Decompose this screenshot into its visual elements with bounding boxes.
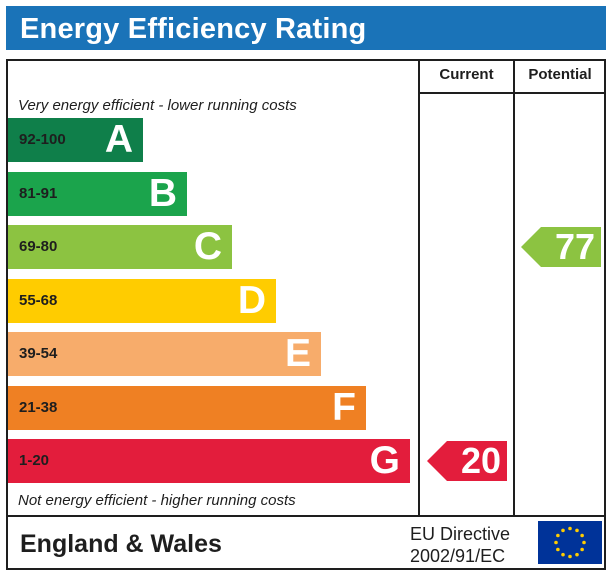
eu-directive: EU Directive 2002/91/EC <box>410 523 510 567</box>
potential-rating-arrow-value: 77 <box>554 226 595 267</box>
band-letter: B <box>148 171 177 215</box>
band-a: 92-100 A <box>8 118 143 162</box>
band-b: 81-91 B <box>8 171 187 216</box>
footer-divider <box>6 515 606 517</box>
band-range-label: 39-54 <box>19 345 58 362</box>
eu-flag-star <box>561 528 565 533</box>
eu-flag-star <box>582 540 586 545</box>
potential-rating-arrow: 77 <box>521 227 601 267</box>
eu-flag-star <box>556 547 560 552</box>
chart-title: Energy Efficiency Rating <box>20 13 367 45</box>
eu-flag-star <box>580 547 584 552</box>
eu-directive-line1: EU Directive <box>410 524 511 544</box>
band-c: 69-80 C <box>8 225 232 269</box>
band-letter: C <box>193 225 222 268</box>
top-note: Very energy efficient - lower running co… <box>18 97 297 114</box>
eu-flag-star <box>568 526 572 531</box>
band-g: 1-20 G <box>8 439 410 483</box>
band-range-label: 69-80 <box>19 238 58 255</box>
band-d: 55-68 D <box>8 278 276 323</box>
eu-flag-icon <box>538 521 602 564</box>
eu-flag-star <box>561 552 565 557</box>
current-rating-arrow: 20 <box>427 441 507 481</box>
band-letter: F <box>332 385 356 429</box>
bottom-note: Not energy efficient - higher running co… <box>18 492 296 509</box>
band-f: 21-38 F <box>8 385 366 430</box>
current-rating-arrow-value: 20 <box>460 440 501 481</box>
band-letter: G <box>369 439 400 482</box>
region-label: England & Wales <box>20 530 222 558</box>
eu-directive-line2: 2002/91/EC <box>410 546 506 566</box>
eu-flag-star <box>556 533 560 538</box>
band-range-label: 55-68 <box>19 291 58 309</box>
title-bar: Energy Efficiency Rating <box>6 6 606 50</box>
band-range-label: 21-38 <box>19 398 58 416</box>
band-letter: A <box>104 118 133 161</box>
header-divider <box>418 92 606 94</box>
band-range-label: 81-91 <box>19 184 58 202</box>
band-letter: E <box>284 332 311 375</box>
eu-flag-star <box>580 533 584 538</box>
eu-flag-star <box>575 552 579 557</box>
column-header-current: Current <box>439 66 494 83</box>
divider-current-left <box>418 59 420 516</box>
band-range-label: 92-100 <box>19 131 66 148</box>
divider-current-right <box>513 59 515 516</box>
eu-flag-star <box>554 540 558 545</box>
column-header-potential: Potential <box>528 66 592 83</box>
band-letter: D <box>237 278 266 322</box>
band-range-label: 1-20 <box>19 452 50 469</box>
eu-flag-star <box>568 554 572 559</box>
eu-flag-star <box>575 528 579 533</box>
band-e: 39-54 E <box>8 332 321 376</box>
rating-frame <box>6 59 606 570</box>
